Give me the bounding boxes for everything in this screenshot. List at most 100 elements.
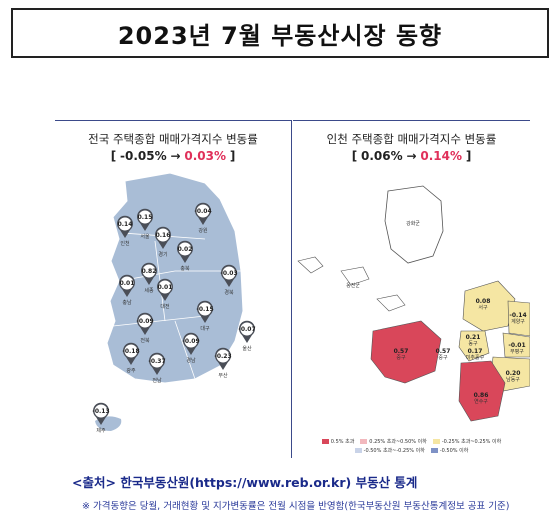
- national-arrow: →: [170, 149, 181, 163]
- district-value: 0.21: [466, 334, 481, 341]
- legend-item: -0.50% 이하: [430, 447, 468, 454]
- pin-value: -0.15: [196, 306, 213, 313]
- pin-value: -0.23: [214, 353, 231, 360]
- legend-label: -0.50% 초과~-0.25% 이하: [363, 448, 425, 454]
- pin-인천: 0.14 인천: [117, 215, 133, 247]
- pin-value: 0.01: [158, 284, 173, 291]
- district-name: 미추홀구: [466, 354, 485, 361]
- pin-충남: 0.01 충남: [119, 274, 135, 306]
- legend-swatch: [430, 448, 438, 453]
- page-title: 2023년 7월 부동산시장 동향: [117, 21, 443, 50]
- island-shape: [376, 294, 406, 312]
- national-curr: 0.03%: [184, 149, 226, 163]
- district-value: 0.20: [506, 370, 521, 377]
- pin-충북: 0.02 충북: [177, 240, 193, 272]
- pin-value: -0.37: [148, 358, 165, 365]
- pin-region: 충남: [122, 299, 132, 306]
- district-name: 중구: [438, 355, 448, 361]
- pin-전북: -0.09 전북: [136, 312, 154, 344]
- pin-region: 경남: [186, 357, 196, 364]
- legend-label: -0.25% 초과~0.25% 이하: [441, 439, 502, 445]
- pin-value: -0.09: [136, 318, 153, 325]
- pin-value: -0.04: [194, 208, 211, 215]
- pin-region: 광주: [126, 367, 136, 374]
- district-name: 남동구: [506, 376, 520, 383]
- district-name: 서구: [478, 304, 488, 311]
- pin-value: 0.16: [156, 232, 171, 239]
- title-box: 2023년 7월 부동산시장 동향: [11, 8, 549, 58]
- district-name: 중구: [396, 355, 406, 361]
- pin-울산: -0.07 울산: [238, 320, 256, 352]
- pin-region: 전남: [152, 377, 162, 384]
- pin-광주: -0.18 광주: [122, 342, 140, 374]
- yeonsu-area: [458, 360, 506, 422]
- incheon-panel: 인천 주택종합 매매가격지수 변동률 [ 0.06% → 0.14% ] 강화군…: [293, 120, 530, 458]
- incheon-curr: 0.14%: [420, 149, 462, 163]
- pin-value: -0.18: [122, 348, 139, 355]
- incheon-map: 강화군옹진군0.08서구-0.14계양구-0.01부평구0.21동구0.57중구…: [297, 185, 530, 422]
- gyeyang-area: [507, 300, 530, 337]
- incheon-legend: 0.5% 초과 0.25% 초과~0.50% 이하 -0.25% 초과~0.25% …: [293, 436, 530, 454]
- pin-region: 전북: [140, 337, 150, 344]
- donggu-area: [458, 330, 490, 362]
- national-change: [ -0.05% → 0.03% ]: [110, 149, 236, 163]
- incheon-heading: 인천 주택종합 매매가격지수 변동률: [326, 132, 497, 146]
- pin-value: -0.13: [92, 408, 109, 415]
- district-value: 0.86: [474, 392, 489, 399]
- pin-value: -0.07: [238, 326, 255, 333]
- district-name: 계양구: [511, 318, 525, 325]
- legend-label: 0.25% 초과~0.50% 이하: [369, 439, 427, 445]
- pin-value: -0.03: [220, 270, 237, 277]
- legend-swatch: [354, 448, 362, 453]
- pin-region: 부산: [218, 372, 228, 379]
- pin-대구: -0.15 대구: [196, 300, 214, 332]
- pin-region: 강원: [198, 227, 208, 234]
- pin-region: 인천: [120, 240, 130, 247]
- legend-item: 0.25% 초과~0.50% 이하: [360, 438, 427, 445]
- district-name: 부평구: [510, 348, 524, 355]
- legend-swatch: [360, 439, 368, 444]
- district-강화군: 강화군: [406, 220, 420, 227]
- pin-제주: -0.13 제주: [92, 402, 110, 434]
- source-label: <출처>: [72, 475, 116, 490]
- district-value: -0.14: [509, 312, 526, 319]
- district-value: 0.57: [394, 348, 409, 355]
- legend-item: -0.50% 초과~-0.25% 이하: [354, 447, 425, 454]
- korea-landmass: [106, 172, 244, 384]
- pin-region: 울산: [242, 345, 252, 352]
- island-shape: [297, 256, 324, 274]
- legend-swatch: [432, 439, 440, 444]
- pin-region: 경기: [158, 251, 167, 258]
- pin-region: 대구: [200, 325, 210, 332]
- legend-swatch: [321, 439, 329, 444]
- source-line: <출처> 한국부동산원(https://www.reb.or.kr) 부동산 통…: [72, 472, 417, 491]
- national-prev: -0.05%: [120, 149, 167, 163]
- district-value: 0.57: [436, 348, 451, 355]
- pin-value: 0.15: [138, 214, 153, 221]
- island-shape: [340, 266, 370, 286]
- district-labels: 강화군옹진군0.08서구-0.14계양구-0.01부평구0.21동구0.57중구…: [346, 220, 527, 405]
- pin-전남: -0.37 전남: [148, 352, 166, 384]
- district-name: 연수구: [474, 398, 488, 405]
- pin-region: 세종: [144, 287, 154, 294]
- pin-value: 0.14: [118, 221, 133, 228]
- junggu-area: [370, 320, 442, 384]
- district-name: 동구: [468, 341, 478, 347]
- district-name: 옹진군: [346, 282, 360, 289]
- pin-value: -0.09: [182, 338, 199, 345]
- pin-value: 0.82: [142, 268, 157, 275]
- district-옹진군: 옹진군: [346, 282, 360, 289]
- district-value: -0.01: [508, 342, 525, 349]
- pin-region: 대전: [160, 303, 170, 310]
- pin-region: 서울: [140, 233, 150, 240]
